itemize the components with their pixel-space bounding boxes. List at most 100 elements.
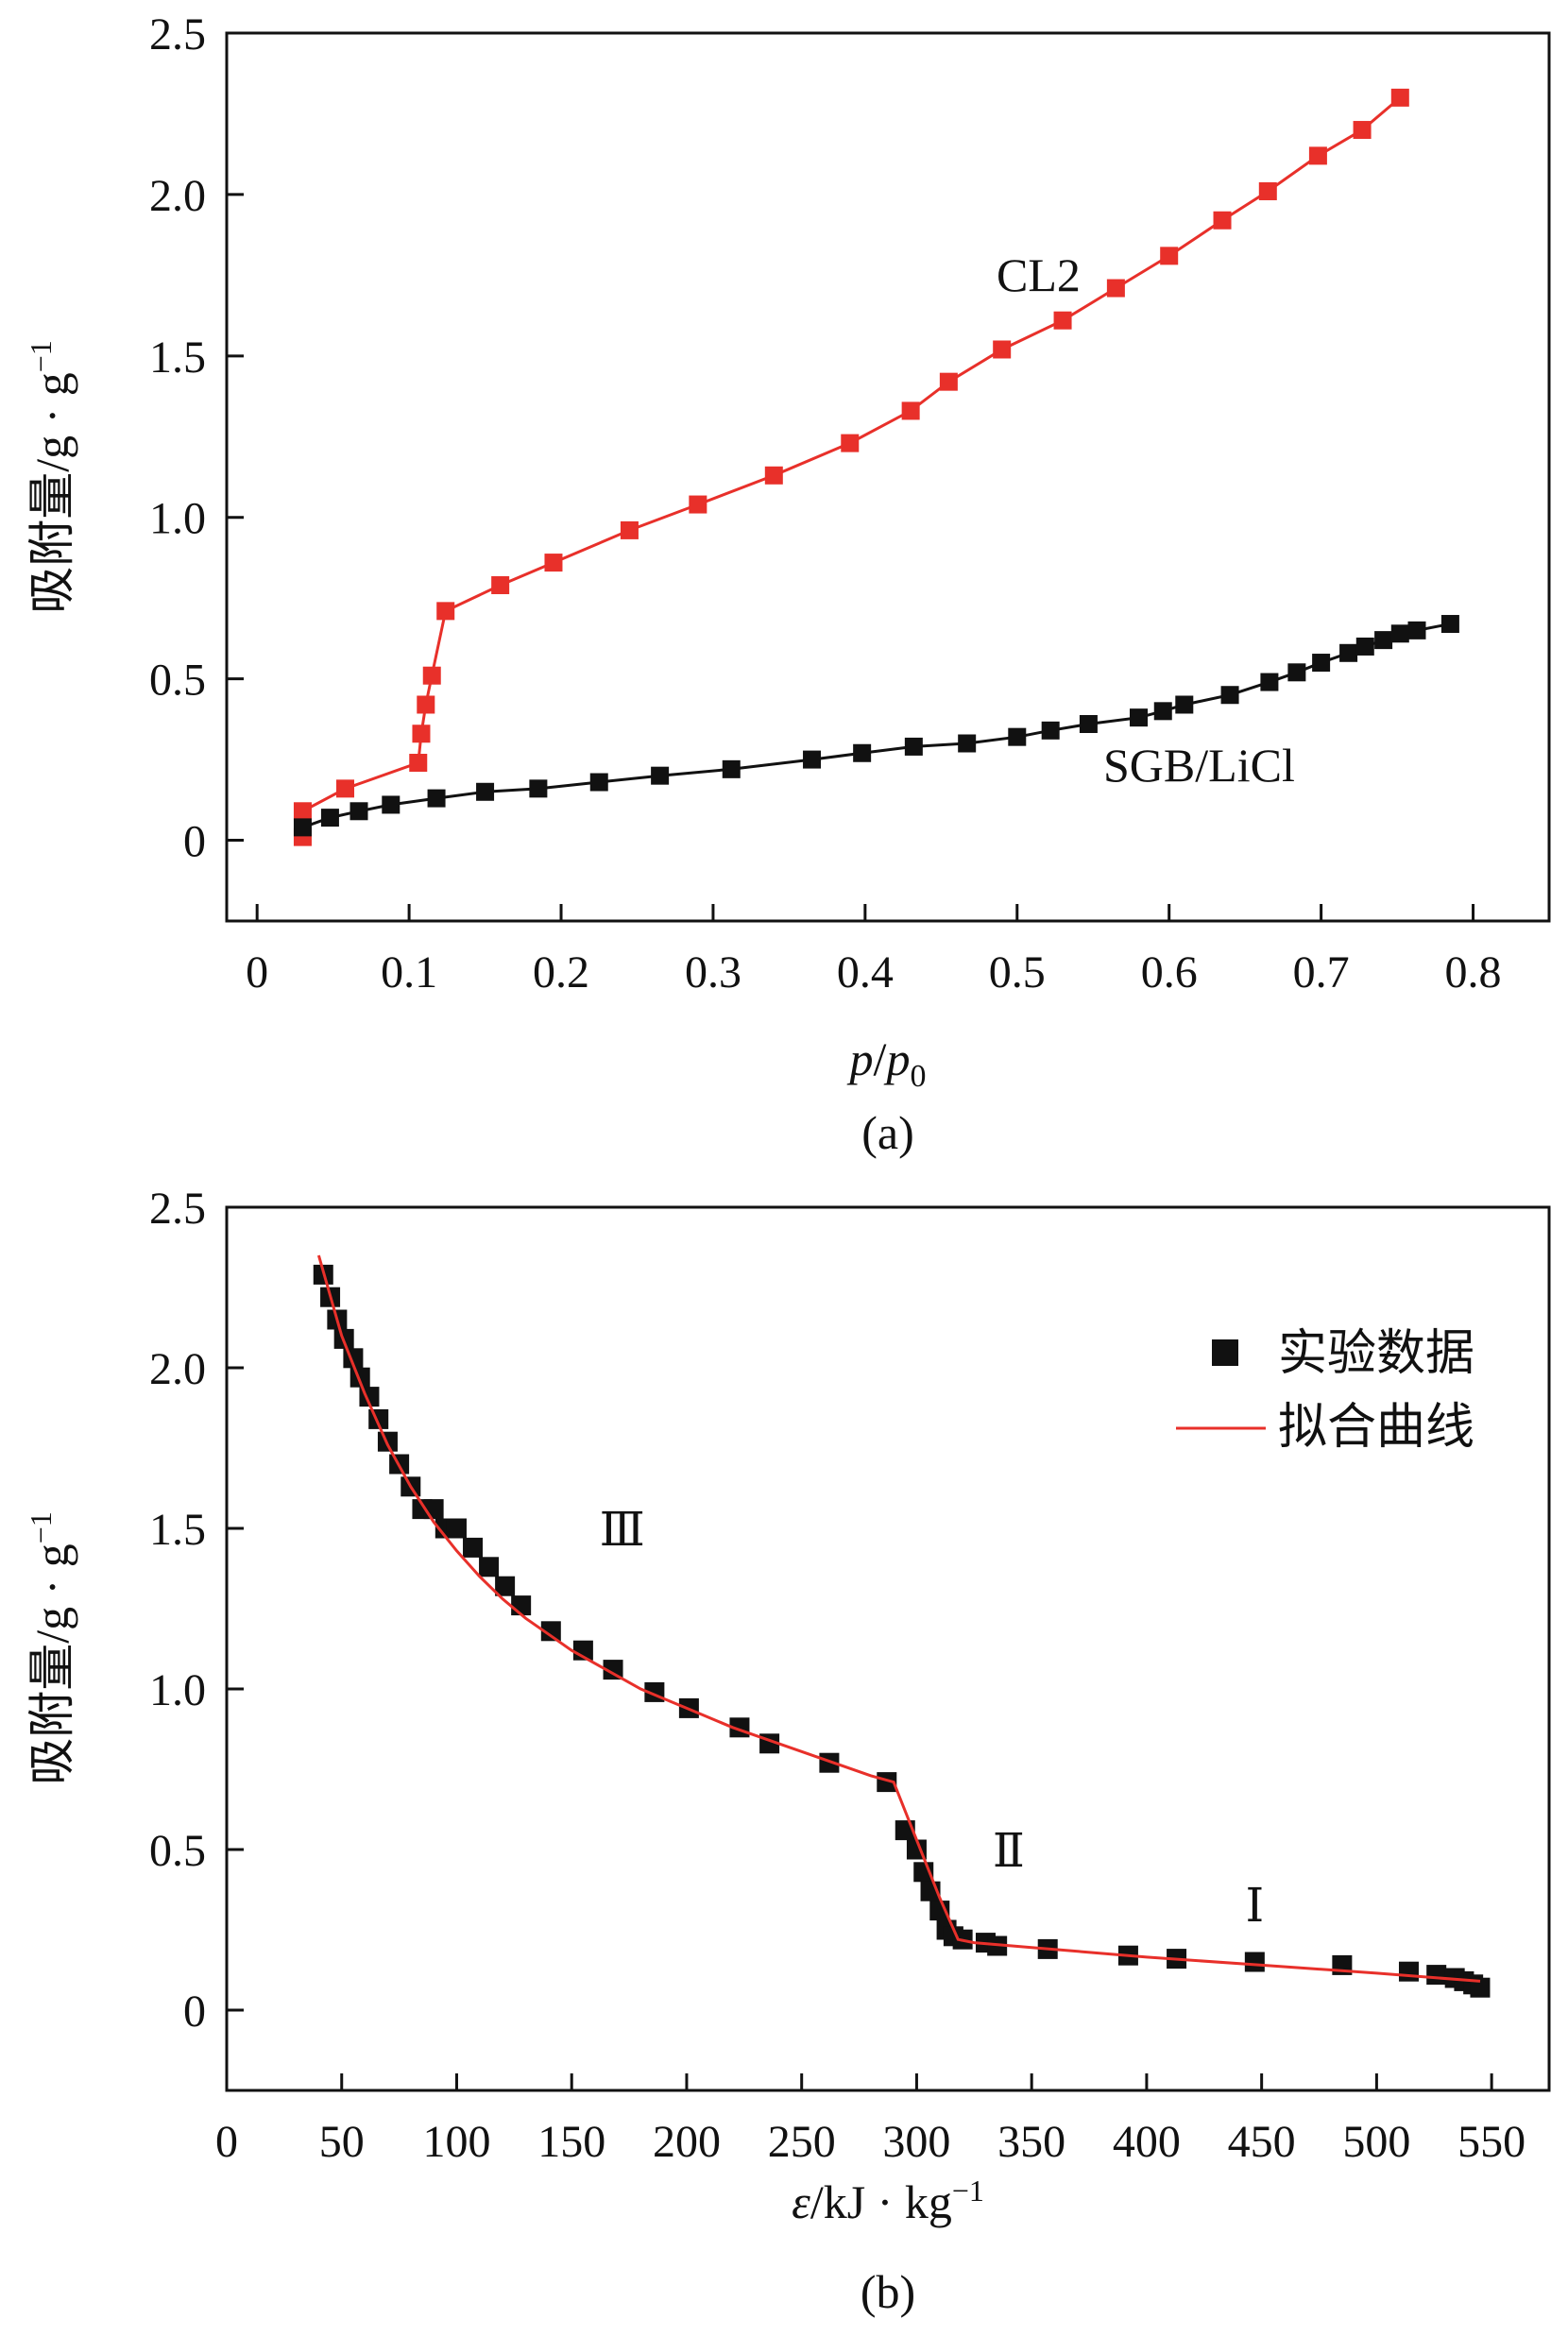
data-point [603,1660,623,1680]
x-tick-label: 0.1 [381,947,437,997]
y-tick-label: 0.5 [149,656,206,706]
x-tick-label: 0 [246,947,268,997]
legend-label-data: 实验数据 [1278,1325,1474,1382]
x-tick-label: 0.3 [685,947,741,997]
data-point [1407,621,1426,639]
y-axis-title-a: 吸附量/g · g−1 [24,340,78,614]
data-point [417,695,435,714]
x-tick-label: 0.2 [533,947,589,997]
caption-b: (b) [861,2265,915,2318]
data-point [1213,211,1232,230]
data-point [446,1518,467,1539]
plot-frame-b [225,1205,1551,2092]
x-tick-label: 0 [215,2117,238,2167]
y-tick-label: 2.5 [149,1184,206,1234]
data-point [1398,1961,1419,1982]
y-tick-label: 0 [183,1986,206,2037]
data-point [1106,279,1125,298]
legend-marker-square [1212,1339,1238,1366]
data-point [436,602,455,621]
data-point [1353,121,1372,140]
cl2-label: CL2 [997,248,1081,301]
data-point [349,802,368,821]
data-point [904,737,923,756]
data-point [511,1595,532,1616]
data-point [993,340,1012,359]
x-tick-label: 450 [1228,2117,1296,2167]
data-point [1220,686,1239,705]
data-point [495,1576,516,1596]
x-tick-label: 0.8 [1445,947,1502,997]
data-point [382,795,401,814]
data-point [1175,695,1194,714]
plot-frame-a [225,31,1551,923]
x-tick-label: 500 [1342,2117,1410,2167]
x-tick-label: 100 [422,2117,490,2167]
data-point [819,1752,840,1773]
data-point [1258,181,1277,200]
series-line [301,622,1451,829]
y-axis-title-b: 吸附量/g · g−1 [24,1511,78,1785]
data-point [1339,643,1358,662]
y-tick-label: 1.0 [149,494,206,544]
data-point [1244,1952,1265,1972]
data-point [1355,637,1374,656]
data-point [1426,1965,1447,1986]
data-point [1053,311,1072,330]
y-tick-label: 2.0 [149,171,206,221]
data-point [1160,247,1179,265]
data-point [1374,631,1393,650]
data-point [1041,721,1060,740]
data-point [1287,663,1306,682]
x-tick-label: 0.6 [1141,947,1198,997]
data-point [336,779,355,798]
series-line [301,96,1402,838]
data-point [853,743,872,762]
data-point [427,789,446,808]
legend-label-fit: 拟合曲线 [1278,1399,1474,1456]
region-label: Ⅲ [600,1503,645,1556]
data-point [1308,146,1327,165]
data-point [409,754,428,773]
data-point [1312,654,1331,673]
legend-b: 实验数据 拟合曲线 [1176,1325,1474,1456]
series-line [316,1254,1481,1983]
data-point [1470,1977,1491,1998]
data-point [1079,714,1098,733]
region-label: Ⅱ [993,1824,1025,1877]
data-point [491,576,510,595]
data-point [722,759,741,778]
region-labels-b: Ⅲ Ⅱ Ⅰ [600,1503,1265,1932]
y-tick-label: 0.5 [149,1826,206,1876]
data-point [958,734,977,753]
y-tick-label: 1.5 [149,1505,206,1555]
data-point [1390,624,1409,643]
data-point [1390,88,1409,107]
data-point [589,773,608,792]
x-tick-label: 0.7 [1293,947,1350,997]
data-point [939,372,958,391]
panel-a: 0 0.1 0.2 0.3 0.4 0.5 0.6 0.7 0.8 0 0.5 1.0 1.5 2.0 2.… [24,9,1551,1159]
x-axis-title-b: ε/kJ · kg−1 [792,2174,984,2228]
data-point [651,766,670,785]
axis-ticks-a: 0 0.1 0.2 0.3 0.4 0.5 0.6 0.7 0.8 0 0.5 1.0 1.5 2.0 2.… [149,9,1502,997]
data-point [689,495,707,514]
data-point [540,1621,561,1642]
y-tick-label: 2.0 [149,1344,206,1394]
x-tick-label: 150 [537,2117,605,2167]
data-point [764,466,783,485]
data-point [293,802,312,821]
y-tick-label: 0 [183,817,206,867]
data-point [877,1772,897,1793]
data-point [803,750,822,769]
x-tick-label: 0.5 [989,947,1046,997]
x-tick-label: 300 [882,2117,950,2167]
x-tick-label: 400 [1113,2117,1181,2167]
x-tick-label: 0.4 [837,947,894,997]
x-tick-label: 350 [997,2117,1065,2167]
data-point [1260,673,1279,691]
x-tick-label: 50 [319,2117,365,2167]
series-group-b [313,1254,1491,1998]
data-point [293,818,312,837]
